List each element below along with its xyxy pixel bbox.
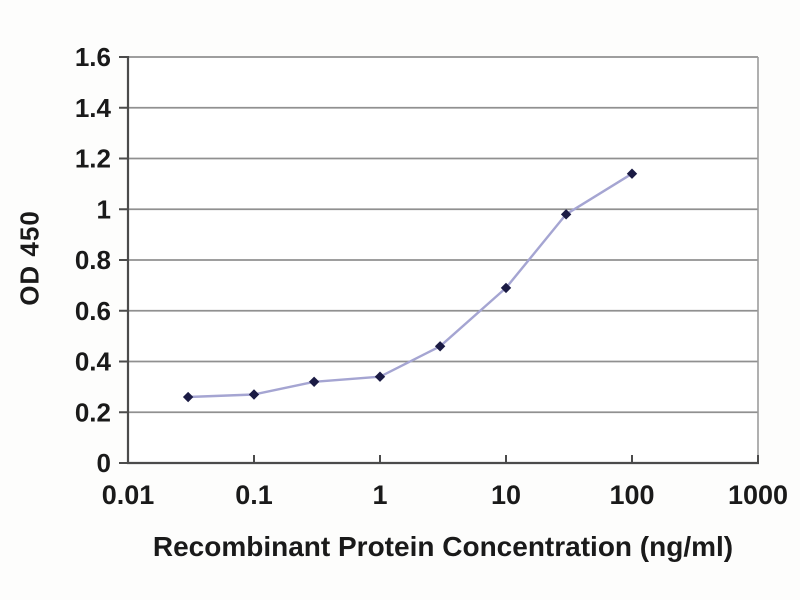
y-tick-label: 0.6 — [75, 296, 111, 326]
x-tick-label: 1000 — [728, 480, 788, 510]
x-tick-label: 10 — [491, 480, 521, 510]
data-point-marker — [626, 168, 638, 179]
data-point-marker — [500, 282, 512, 294]
x-tick-label: 0.1 — [235, 480, 273, 510]
data-point-marker — [434, 341, 446, 352]
data-point-marker — [374, 371, 386, 382]
x-tick-label: 0.01 — [102, 480, 155, 510]
y-tick-label: 1.2 — [75, 144, 111, 174]
x-axis-title: Recombinant Protein Concentration (ng/ml… — [152, 531, 734, 562]
data-point-marker — [560, 209, 572, 220]
y-axis-title: OD 450 — [14, 210, 45, 306]
series-line — [188, 172, 633, 399]
data-point-marker — [248, 389, 260, 400]
data-point-marker — [308, 376, 320, 387]
y-tick-label: 0.8 — [75, 245, 111, 275]
y-tick-label: 0.4 — [75, 347, 112, 377]
y-tick-label: 0.2 — [75, 397, 111, 427]
y-tick-label: 1.4 — [75, 93, 112, 123]
x-tick-label: 1 — [372, 480, 387, 510]
data-point-marker — [182, 391, 194, 403]
x-tick-label: 100 — [609, 480, 654, 510]
y-tick-label: 1.6 — [75, 42, 111, 72]
y-tick-label: 0 — [97, 448, 111, 478]
y-tick-label: 1 — [97, 194, 111, 224]
